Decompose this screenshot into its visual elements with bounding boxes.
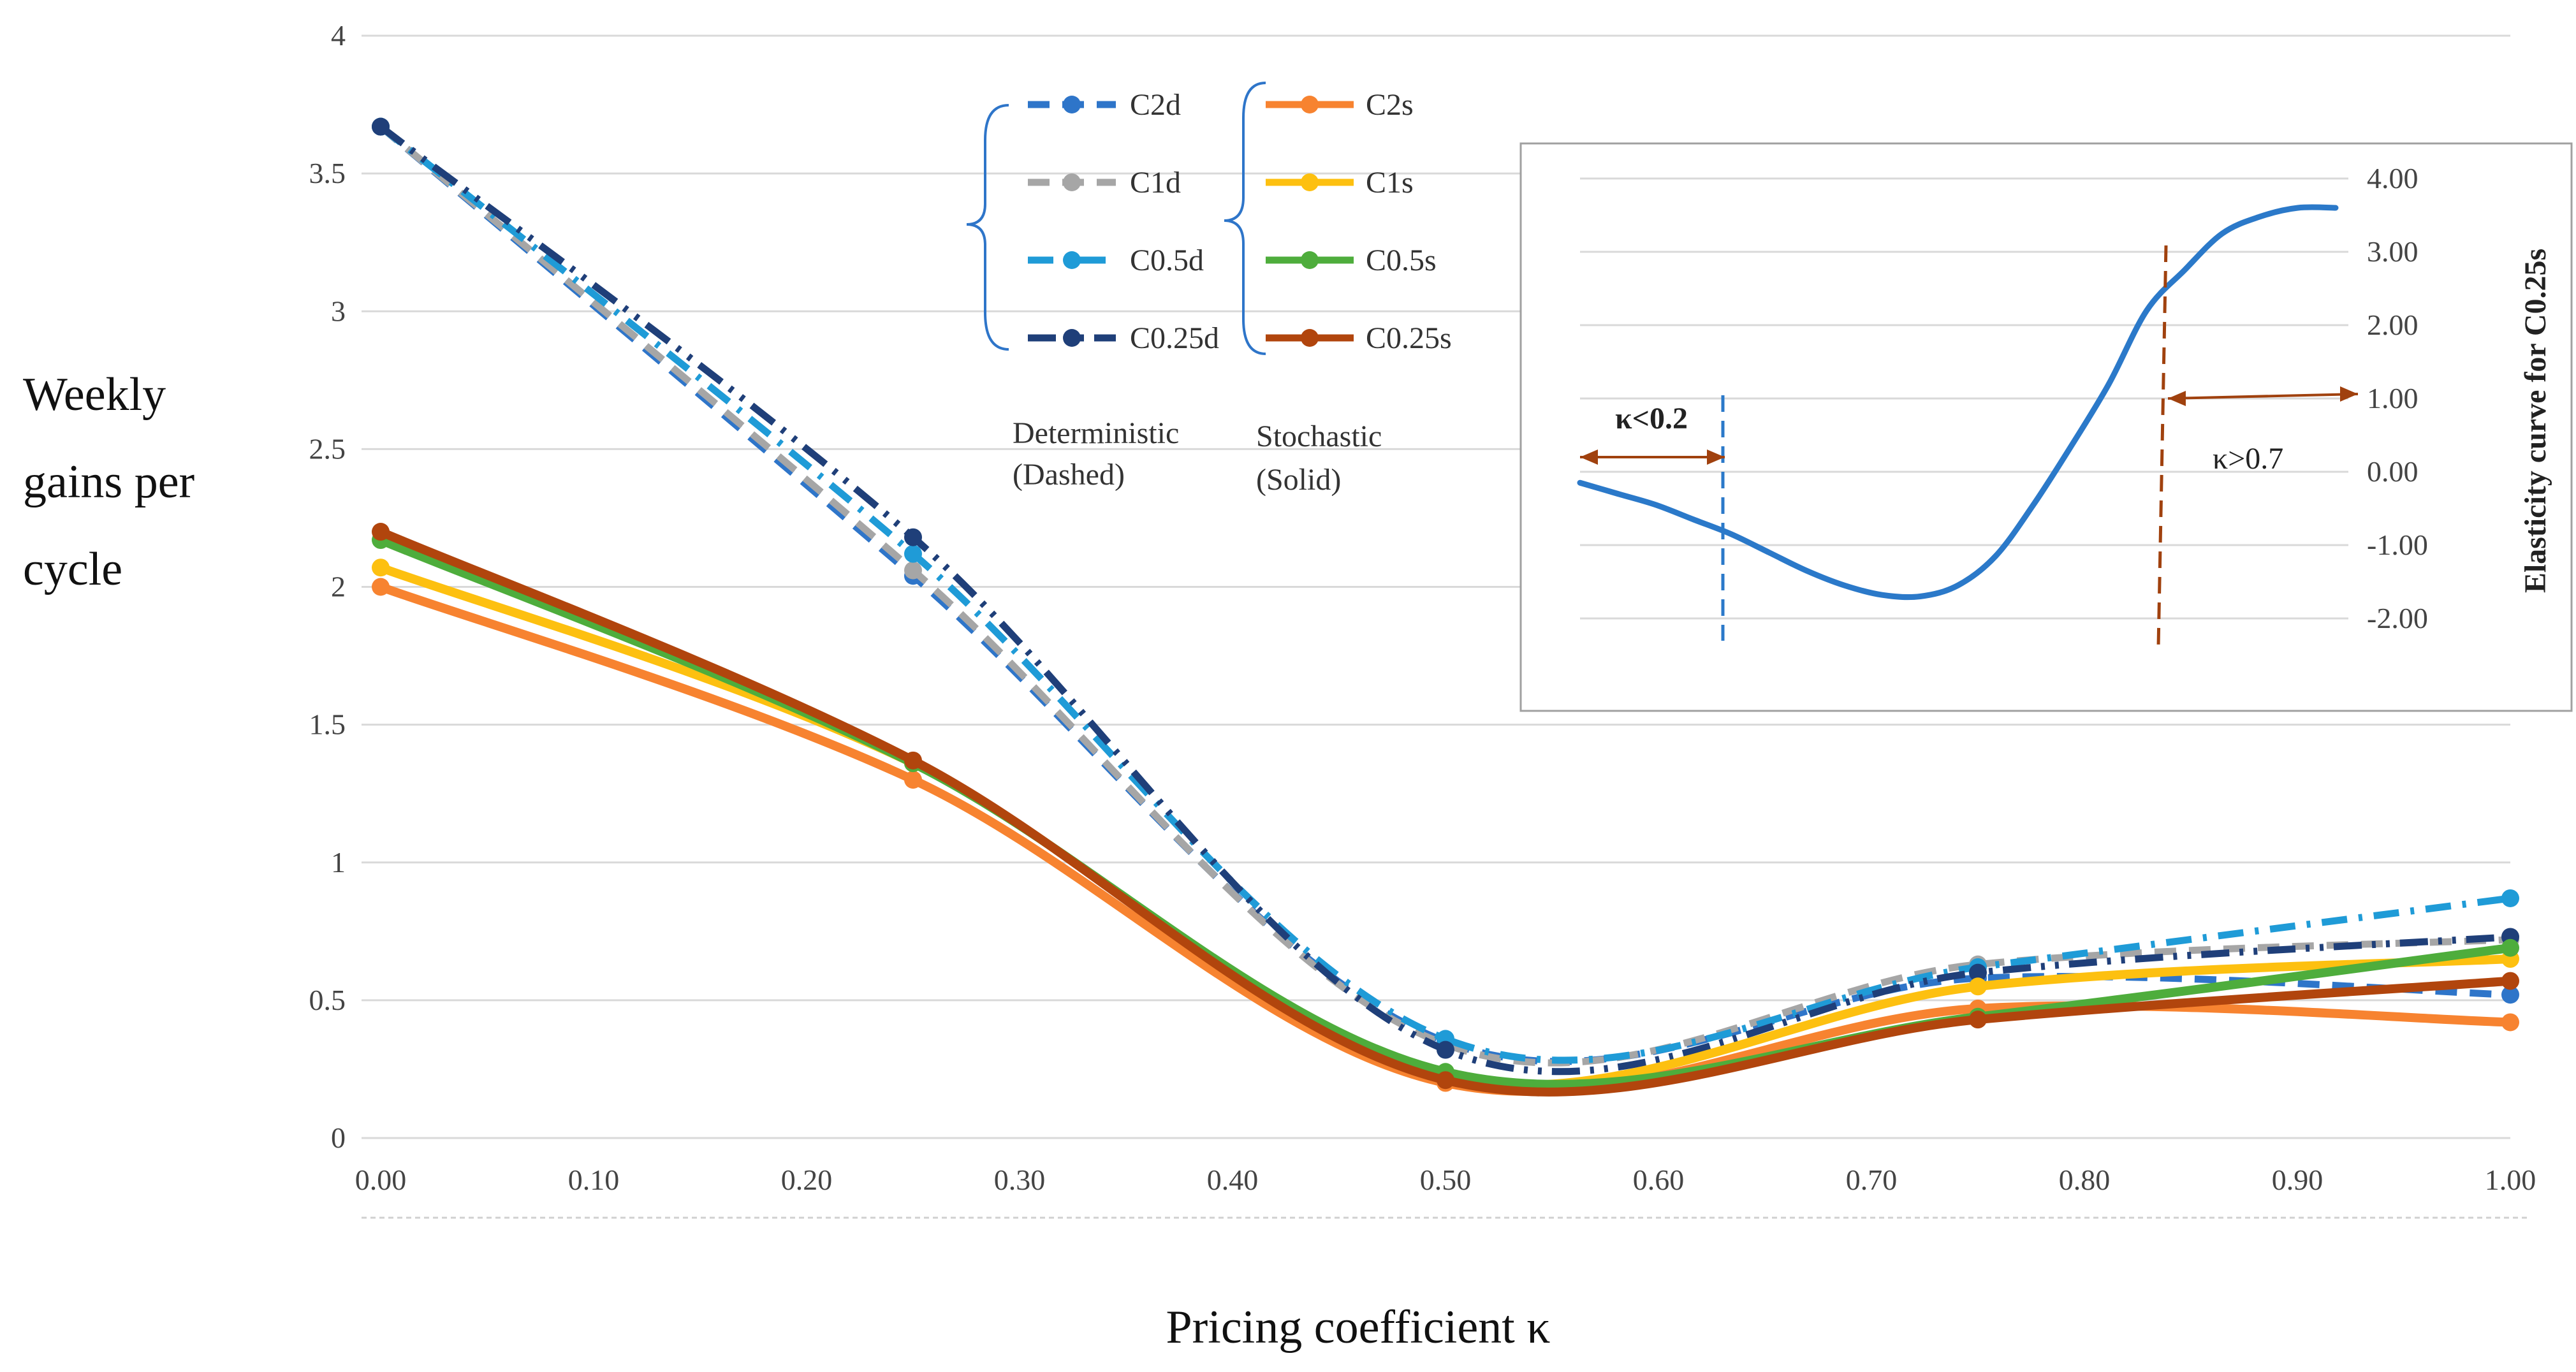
- legend-marker-c0-25s: [1301, 329, 1319, 347]
- point-c1s-0: [372, 558, 390, 577]
- series-line-c0-5d: [378, 124, 2511, 1064]
- y-axis: 0 0.5 1 1.5 2 2.5 3 3.5 4: [309, 19, 346, 1154]
- legend-group-label-stochastic-1: Stochastic: [1256, 420, 1382, 453]
- y-tick-label-0: 0: [331, 1121, 346, 1154]
- inset-y-axis-label: Elasticity curve for C0.25s: [2519, 249, 2552, 593]
- point-c1d-1: [904, 561, 922, 580]
- y-axis-label-line-2: gains per: [23, 456, 194, 508]
- inset-arrow-high: [2167, 386, 2359, 406]
- inset-threshold-high: [2156, 245, 2168, 648]
- point-c0-25d-3: [1969, 963, 1987, 982]
- legend-marker-c2d: [1063, 96, 1081, 113]
- inset-y-tick-label-1-00: -1.00: [2367, 529, 2428, 561]
- inset-y-axis: 4.00 3.00 2.00 1.00 0.00 -1.00 -2.00: [2367, 162, 2428, 634]
- x-tick-label-0-80: 0.80: [2059, 1164, 2111, 1196]
- legend-brace-deterministic: [966, 104, 1009, 351]
- inset-arrow-low: [1580, 449, 1725, 465]
- x-tick-label-0-60: 0.60: [1633, 1164, 1685, 1196]
- series-line-c1d: [378, 124, 2511, 1067]
- x-axis: 0.00 0.10 0.20 0.30 0.40 0.50 0.60 0.70 0.80 0.90…: [355, 1164, 2536, 1219]
- legend-label-c0-5s: C0.5s: [1366, 244, 1437, 277]
- x-axis-label: Pricing coefficient κ: [1166, 1301, 1550, 1354]
- x-tick-label-1-00: 1.00: [2485, 1164, 2536, 1196]
- inset-y-tick-label-4-00: 4.00: [2367, 162, 2419, 194]
- y-axis-label-line-1: Weekly: [23, 369, 166, 421]
- inset-annotation-low: κ<0.2: [1615, 402, 1688, 435]
- point-c0-25d-2: [1437, 1040, 1454, 1059]
- y-tick-label-3: 3: [331, 295, 346, 327]
- legend-marker-c0-25d: [1063, 329, 1081, 347]
- x-tick-label-0-70: 0.70: [1846, 1164, 1898, 1196]
- point-c0-25d-1: [904, 528, 922, 546]
- point-c0-25s-3: [1969, 1011, 1987, 1029]
- point-c0-5d-1: [904, 544, 922, 563]
- y-axis-label-line-3: cycle: [23, 543, 122, 595]
- inset-y-tick-label-1-00: 1.00: [2367, 382, 2419, 414]
- point-c2s-4: [2501, 1013, 2519, 1032]
- legend-group-label-deterministic-1: Deterministic: [1013, 416, 1179, 450]
- x-tick-label-0-00: 0.00: [355, 1164, 407, 1196]
- legend-marker-c1d: [1063, 173, 1081, 191]
- gridlines: [362, 34, 2510, 1139]
- legend-label-c0-5d: C0.5d: [1130, 244, 1204, 277]
- legend-label-c1s: C1s: [1366, 166, 1414, 200]
- point-c0-25s-2: [1437, 1071, 1454, 1090]
- legend-group-label-deterministic-2: (Dashed): [1013, 458, 1125, 492]
- legend-label-c2d: C2d: [1130, 88, 1181, 122]
- legend-label-c2s: C2s: [1366, 88, 1414, 122]
- x-tick-label-0-20: 0.20: [781, 1164, 833, 1196]
- inset-y-tick-label-2-00: -2.00: [2367, 602, 2428, 634]
- y-tick-label-4: 4: [331, 19, 346, 52]
- inset-elasticity-line: [1577, 204, 2339, 601]
- y-tick-label-1-5: 1.5: [309, 708, 346, 741]
- x-tick-label-0-10: 0.10: [568, 1164, 620, 1196]
- y-tick-label-2-5: 2.5: [309, 432, 346, 465]
- y-tick-label-3-5: 3.5: [309, 157, 346, 189]
- x-tick-label-0-50: 0.50: [1420, 1164, 1472, 1196]
- point-c2s-0: [372, 578, 390, 596]
- y-tick-label-1: 1: [331, 846, 346, 879]
- legend-group-label-stochastic-2: (Solid): [1256, 463, 1341, 497]
- series-line-c0-25s: [379, 527, 2511, 1097]
- x-tick-label-0-40: 0.40: [1207, 1164, 1259, 1196]
- legend-label-c1d: C1d: [1130, 166, 1181, 200]
- inset-frame: [1519, 142, 2573, 712]
- point-c0-25s-0: [372, 523, 390, 541]
- series-line-c0-25d: [378, 124, 2511, 1076]
- x-tick-label-0-90: 0.90: [2272, 1164, 2324, 1196]
- legend-marker-c0-5d: [1063, 251, 1081, 269]
- inset-y-tick-label-2-00: 2.00: [2367, 309, 2419, 341]
- x-tick-label-0-30: 0.30: [994, 1164, 1046, 1196]
- legend-label-c0-25d: C0.25d: [1130, 321, 1219, 355]
- point-c2d-4: [2501, 986, 2519, 1004]
- y-tick-label-2: 2: [331, 571, 346, 603]
- legend: C2d C1d C0.5d C0.25d C2s C1s C0.5s C0.25s: [1028, 88, 1452, 355]
- legend-label-c0-25s: C0.25s: [1366, 321, 1452, 355]
- point-c0-25d-0: [372, 117, 390, 136]
- point-c0-5d-4: [2501, 889, 2519, 907]
- inset-annotation-high: κ>0.7: [2213, 442, 2283, 476]
- inset-y-tick-label-3-00: 3.00: [2367, 235, 2419, 268]
- point-c0-25s-1: [904, 751, 922, 770]
- point-c1s-3: [1969, 977, 1987, 996]
- point-c2s-1: [904, 771, 922, 789]
- inset-y-tick-label-0-00: 0.00: [2367, 455, 2419, 488]
- y-tick-label-0-5: 0.5: [309, 984, 346, 1016]
- legend-brace-stochastic: [1224, 82, 1266, 355]
- series-group: [372, 117, 2519, 1097]
- point-c0-25s-4: [2501, 972, 2519, 990]
- legend-marker-c0-5s: [1301, 251, 1319, 269]
- legend-marker-c2s: [1301, 96, 1319, 113]
- point-c0-5s-4: [2501, 938, 2519, 957]
- legend-marker-c1s: [1301, 173, 1319, 191]
